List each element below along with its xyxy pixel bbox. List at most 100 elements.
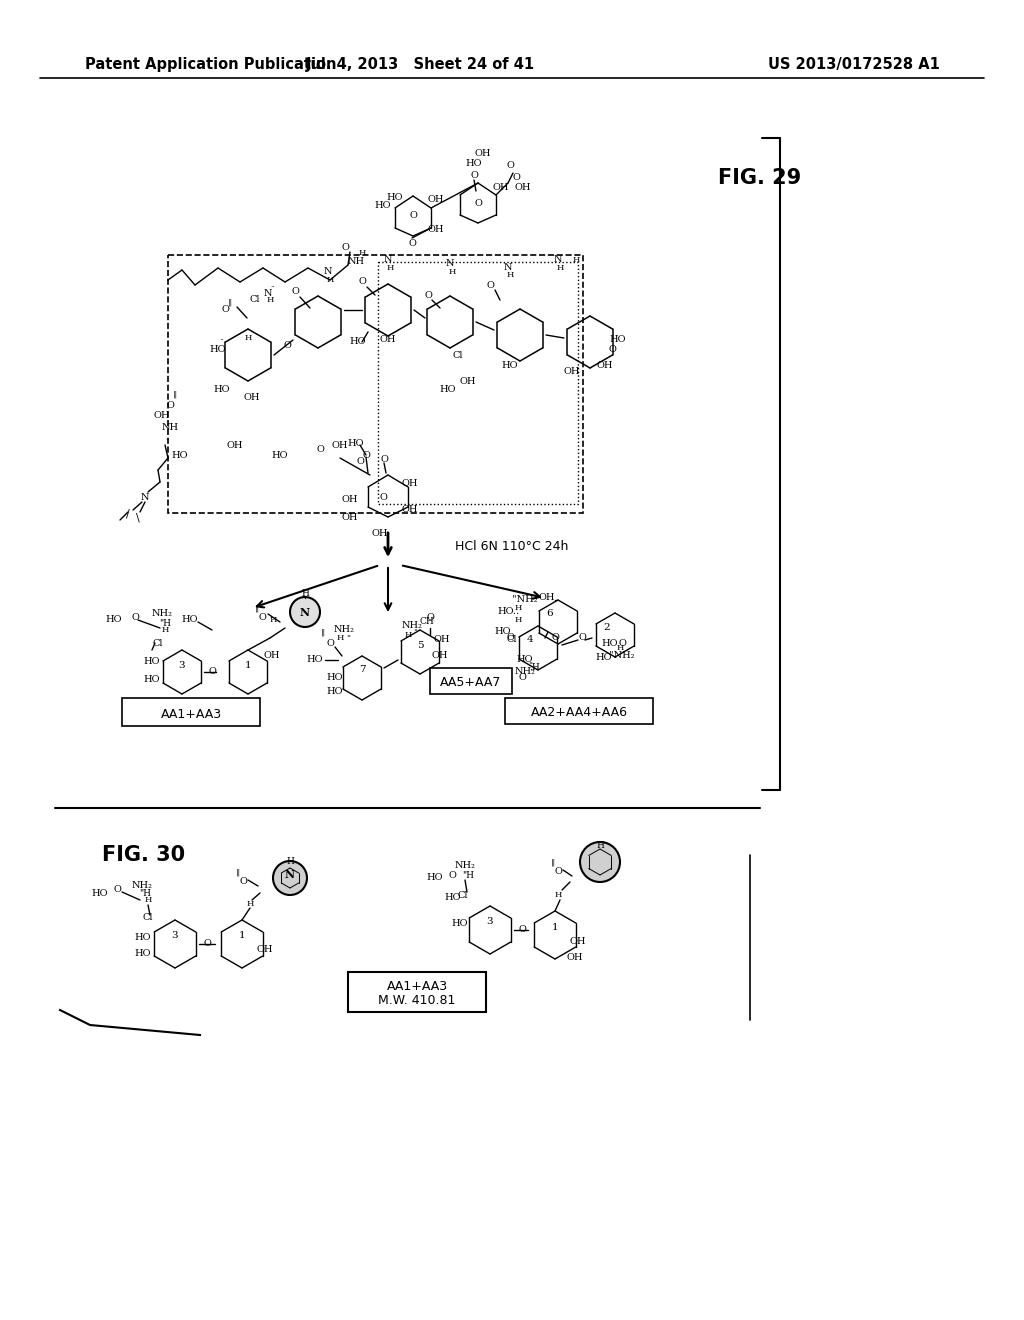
Text: O: O — [239, 878, 247, 887]
Text: NH₂: NH₂ — [455, 862, 475, 870]
Text: 6: 6 — [547, 610, 553, 619]
Text: 5: 5 — [417, 640, 423, 649]
Text: O: O — [341, 243, 349, 252]
Text: NH₂: NH₂ — [152, 610, 172, 619]
Text: Cl: Cl — [458, 891, 468, 899]
Text: "H: "H — [139, 890, 151, 899]
Text: OH: OH — [401, 504, 418, 513]
Text: "NH₂: "NH₂ — [512, 595, 538, 605]
Text: HO: HO — [602, 639, 618, 648]
Text: OH: OH — [428, 226, 444, 235]
Text: Cl: Cl — [153, 639, 163, 648]
Text: ": " — [528, 661, 532, 669]
Text: HO: HO — [495, 627, 511, 636]
Text: N: N — [384, 256, 392, 264]
Bar — [505, 698, 653, 723]
Text: HO: HO — [105, 615, 122, 624]
Text: O: O — [283, 341, 291, 350]
Text: HO: HO — [444, 892, 461, 902]
Text: H: H — [554, 891, 562, 899]
Text: H: H — [616, 644, 624, 652]
Text: N: N — [445, 260, 455, 268]
Text: OH: OH — [434, 635, 451, 644]
Text: H: H — [245, 334, 252, 342]
Text: OH: OH — [569, 937, 587, 946]
Text: HO: HO — [517, 656, 534, 664]
Text: O: O — [166, 400, 174, 409]
Text: H: H — [506, 271, 514, 279]
Circle shape — [273, 861, 307, 895]
Text: O: O — [518, 925, 526, 935]
Text: HO: HO — [172, 450, 188, 459]
Text: OH: OH — [226, 441, 244, 450]
Text: .H: .H — [529, 664, 541, 672]
Text: "H: "H — [462, 870, 474, 879]
Text: O: O — [362, 450, 370, 459]
Text: NH: NH — [162, 424, 178, 433]
Text: HO: HO — [387, 194, 403, 202]
Text: H: H — [301, 590, 309, 598]
Circle shape — [580, 842, 620, 882]
Text: NH₂: NH₂ — [131, 880, 153, 890]
Text: N: N — [554, 256, 562, 264]
Text: HO: HO — [210, 346, 226, 355]
Text: OH: OH — [597, 360, 613, 370]
Text: HO: HO — [350, 338, 367, 346]
Text: AA5+AA7: AA5+AA7 — [440, 676, 502, 689]
Text: HO: HO — [609, 335, 627, 345]
Text: CH: CH — [420, 618, 434, 627]
Text: O: O — [113, 886, 121, 895]
Text: 1: 1 — [245, 660, 251, 669]
Text: HO: HO — [466, 158, 482, 168]
Bar — [122, 698, 260, 726]
Text: 7: 7 — [358, 665, 366, 675]
Text: 1: 1 — [552, 923, 558, 932]
Text: O: O — [551, 634, 559, 643]
Text: O: O — [506, 161, 514, 169]
Text: HO: HO — [214, 385, 230, 395]
Text: ‖: ‖ — [228, 298, 232, 306]
Text: HO: HO — [439, 385, 457, 395]
Text: OH: OH — [372, 528, 388, 537]
Text: FIG. 29: FIG. 29 — [718, 168, 801, 187]
Text: HO: HO — [135, 949, 152, 957]
Bar — [168, 255, 583, 513]
Text: O: O — [506, 634, 514, 643]
Text: OH: OH — [475, 149, 492, 157]
Text: Patent Application Publication: Patent Application Publication — [85, 58, 337, 73]
Text: H: H — [404, 631, 412, 639]
Text: "NH₂: "NH₂ — [609, 651, 635, 660]
Text: O: O — [291, 288, 299, 297]
Text: HO: HO — [143, 657, 160, 667]
Text: O: O — [358, 277, 366, 286]
Text: ..: .. — [166, 434, 170, 442]
Text: O: O — [379, 492, 387, 502]
Text: /: / — [126, 510, 130, 519]
Text: OH: OH — [515, 183, 531, 193]
Text: H: H — [269, 616, 276, 624]
Bar — [378, 261, 578, 504]
Text: Cl: Cl — [453, 351, 463, 359]
Text: H: H — [327, 276, 334, 284]
Text: \: \ — [136, 512, 140, 521]
Text: O: O — [618, 639, 626, 648]
Bar — [348, 972, 486, 1012]
Text: O: O — [316, 446, 324, 454]
Text: 3: 3 — [178, 660, 185, 669]
Text: O: O — [518, 673, 526, 682]
Text: US 2013/0172528 A1: US 2013/0172528 A1 — [768, 58, 940, 73]
Text: O: O — [579, 634, 586, 643]
Text: HO: HO — [427, 874, 443, 883]
Text: OH: OH — [566, 953, 584, 962]
Text: AA2+AA4+AA6: AA2+AA4+AA6 — [530, 705, 628, 718]
Text: N: N — [285, 870, 295, 880]
Text: O: O — [470, 170, 478, 180]
Text: OH: OH — [493, 182, 509, 191]
Text: O: O — [131, 612, 139, 622]
Text: HO: HO — [596, 653, 612, 663]
Text: HO: HO — [143, 676, 160, 685]
Text: O: O — [326, 639, 334, 648]
Text: H: H — [386, 264, 393, 272]
Text: HO: HO — [375, 202, 391, 210]
Text: AA1+AA3: AA1+AA3 — [161, 708, 221, 721]
